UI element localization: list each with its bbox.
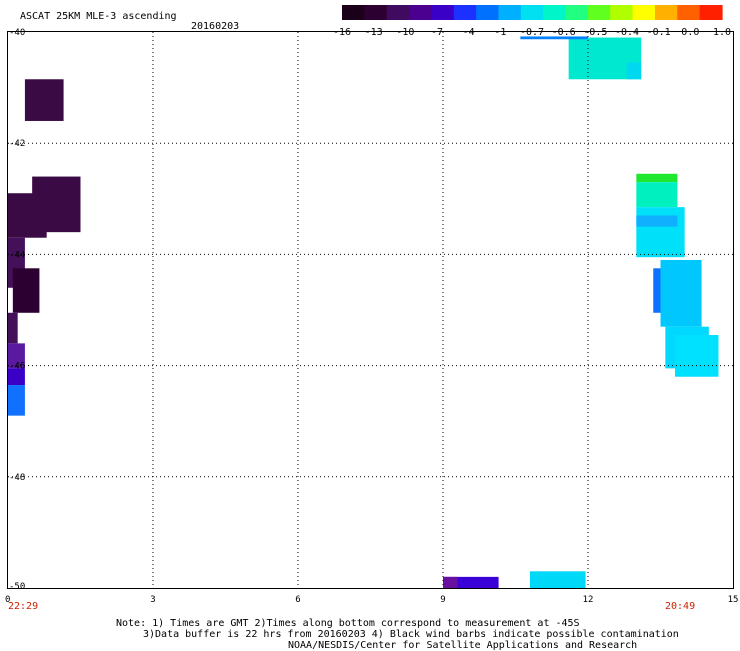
note-line-2: 3)Data buffer is 22 hrs from 20160203 4)…: [143, 629, 679, 640]
swath-cell: [12, 268, 40, 313]
colorbar-swatch: [498, 5, 522, 20]
note-line-1: Note: 1) Times are GMT 2)Times along bot…: [116, 618, 580, 629]
colorbar-swatch: [409, 5, 433, 20]
hour-tick-label: 12: [583, 595, 594, 605]
swath-cell: [626, 62, 642, 80]
swath-cell: [636, 173, 678, 183]
colorbar-swatch: [364, 5, 388, 20]
colorbar-swatch: [386, 5, 410, 20]
colorbar-swatch: [543, 5, 567, 20]
hour-labels: 0 3 6 9 12 15: [5, 595, 738, 605]
swath-cell: [636, 182, 678, 208]
swath-cell: [8, 312, 18, 344]
colorbar-swatch: [565, 5, 589, 20]
colorbar-swatch: [587, 5, 611, 20]
colorbar-label: -0.5: [583, 27, 607, 38]
colorbar-label: -4: [463, 27, 475, 38]
colorbar-swatch: [453, 5, 477, 20]
latitude-tick-label: -48: [9, 473, 25, 483]
colorbar-label: -16: [333, 27, 351, 38]
latitude-tick-label: -44: [9, 250, 25, 260]
swath-cell: [660, 259, 702, 327]
swath-cell: [653, 268, 661, 313]
colorbar-swatch: [654, 5, 678, 20]
swath-cell: [24, 79, 64, 121]
latitude-tick-label: -40: [9, 28, 25, 38]
swath-cell: [8, 385, 25, 416]
colorbar-swatch: [520, 5, 544, 20]
swath-cell: [636, 215, 678, 227]
latitude-tick-label: -46: [9, 362, 25, 372]
swath-cell: [675, 335, 719, 377]
colorbar-label: -13: [365, 27, 383, 38]
colorbar-label: -0.6: [552, 27, 576, 38]
swath-cell: [443, 576, 458, 588]
colorbar-swatch: [342, 5, 365, 20]
hour-tick-label: 0: [5, 595, 10, 605]
colorbar-swatch: [699, 5, 723, 20]
data-swaths: [8, 36, 719, 588]
hour-tick-label: 3: [150, 595, 155, 605]
swath-cell: [8, 343, 25, 369]
latitude-labels: -40 -42 -44 -46 -48 -50: [9, 28, 25, 592]
latitude-tick-label: -42: [9, 139, 25, 149]
colorbar-label: -7: [431, 27, 443, 38]
colorbar-label: -0.4: [615, 27, 639, 38]
hour-tick-label: 6: [295, 595, 300, 605]
colorbar-label: -1: [494, 27, 506, 38]
hour-tick-label: 9: [440, 595, 445, 605]
plot-frame: [7, 31, 734, 589]
product-date: 20160203: [191, 21, 240, 32]
grid-lines: [8, 32, 733, 588]
swath-cell: [520, 36, 588, 40]
end-time-label: 20:49: [665, 601, 696, 612]
colorbar-swatch: [431, 5, 455, 20]
colorbar-label: -10: [396, 27, 414, 38]
colorbar-swatch: [677, 5, 701, 20]
colorbar: -16 -13 -10 -7 -4 -1 -0.7 -0.6 -0.5 -0.4 -0.1 0.0 1.…: [333, 5, 731, 38]
start-time-label: 22:29: [8, 601, 39, 612]
note-line-3: NOAA/NESDIS/Center for Satellite Applica…: [288, 640, 638, 651]
colorbar-label: -0.1: [647, 27, 671, 38]
swath-cell: [443, 576, 499, 588]
latitude-tick-label: -50: [9, 582, 25, 592]
colorbar-label: 0.0: [681, 27, 699, 38]
hour-tick-label: 15: [728, 595, 739, 605]
colorbar-swatch: [632, 5, 656, 20]
colorbar-label: -0.7: [520, 27, 544, 38]
colorbar-swatch: [476, 5, 500, 20]
colorbar-swatch: [610, 5, 634, 20]
colorbar-label: 1.0: [713, 27, 731, 38]
product-title: ASCAT 25KM MLE-3 ascending: [20, 11, 177, 22]
swath-cell: [636, 207, 685, 258]
swath-cell: [530, 571, 586, 588]
swath-cell: [8, 368, 25, 386]
swath-cell: [8, 193, 47, 238]
